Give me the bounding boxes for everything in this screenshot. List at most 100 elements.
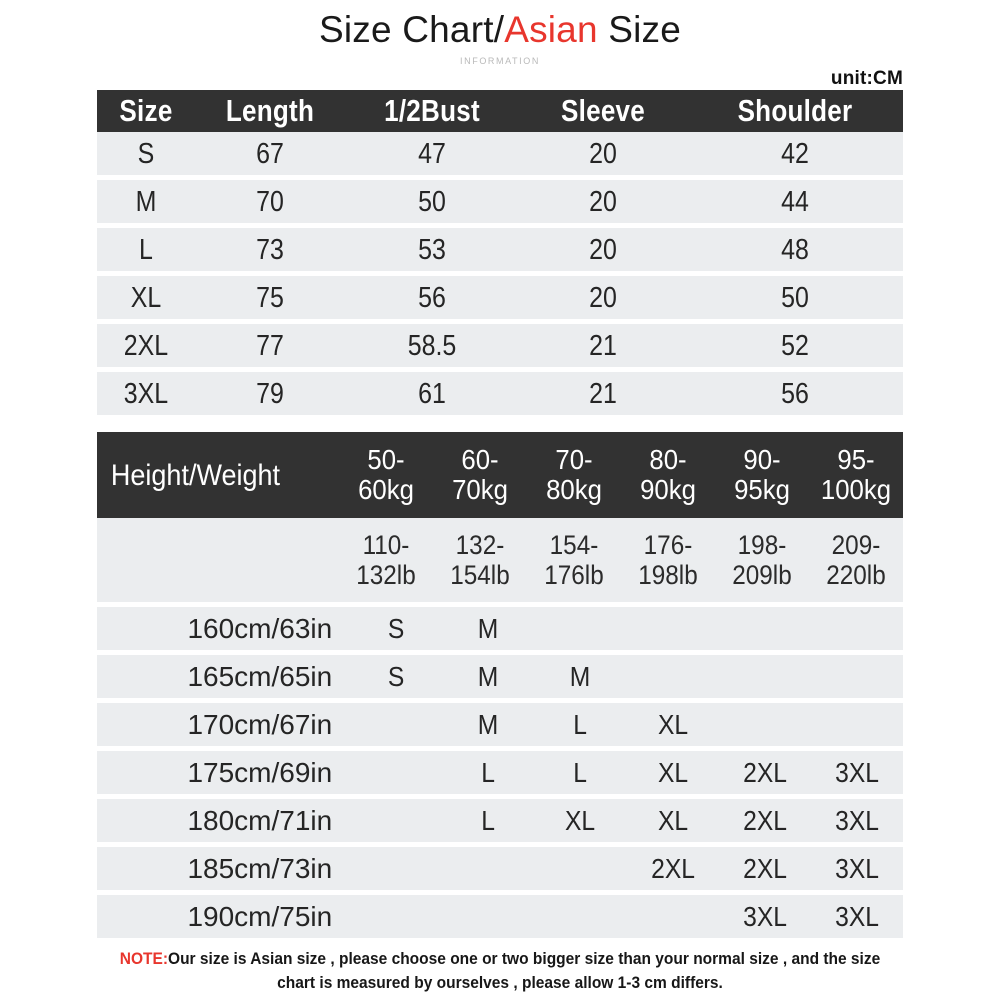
cell-recommended-size: 3XL bbox=[742, 901, 787, 932]
cell-size: S bbox=[137, 137, 155, 170]
table-row: 175cm/69in L L XL 2XL 3XL bbox=[97, 751, 903, 794]
column-header-weight-5: 90- 95kg bbox=[734, 444, 790, 505]
cell-bust: 58.5 bbox=[407, 329, 457, 362]
note-text: NOTE:Our size is Asian size , please cho… bbox=[110, 947, 890, 995]
cell-shoulder: 50 bbox=[781, 281, 809, 314]
cell-recommended-size: XL bbox=[657, 709, 688, 740]
cell-recommended-size: M bbox=[478, 709, 499, 740]
cell-recommended-size: 3XL bbox=[834, 757, 879, 788]
column-header-height-weight: Height/Weight bbox=[110, 458, 281, 492]
column-header-size: Size bbox=[119, 93, 173, 128]
column-header-weight-3: 70- 80kg bbox=[546, 444, 602, 505]
cell-sleeve: 20 bbox=[589, 137, 617, 170]
unit-label: unit:CM bbox=[830, 68, 903, 89]
cell-height: 180cm/71in bbox=[187, 805, 333, 836]
cell-recommended-size: L bbox=[573, 709, 588, 740]
column-header-bust: 1/2Bust bbox=[384, 93, 480, 128]
cell-recommended-size: XL bbox=[565, 805, 596, 836]
table-row: S 67 47 20 42 bbox=[97, 132, 903, 175]
title-text-secondary: Size bbox=[597, 9, 682, 50]
column-header-sleeve: Sleeve bbox=[560, 93, 646, 128]
cell-height: 160cm/63in bbox=[187, 613, 333, 644]
cell-height: 170cm/67in bbox=[187, 709, 333, 740]
table-row: 165cm/65in S M M bbox=[97, 655, 903, 698]
cell-shoulder: 56 bbox=[781, 377, 809, 410]
cell-sleeve: 20 bbox=[589, 281, 617, 314]
cell-shoulder: 48 bbox=[781, 233, 809, 266]
cell-length: 79 bbox=[256, 377, 284, 410]
cell-height: 165cm/65in bbox=[187, 661, 333, 692]
cell-bust: 56 bbox=[418, 281, 446, 314]
title-text-primary: Size Chart/ bbox=[318, 9, 505, 50]
note-body: Our size is Asian size , please choose o… bbox=[168, 950, 881, 992]
table-row: 170cm/67in M L XL bbox=[97, 703, 903, 746]
cell-bust: 61 bbox=[418, 377, 446, 410]
cell-recommended-size: 2XL bbox=[742, 853, 787, 884]
cell-size: 2XL bbox=[123, 329, 169, 362]
column-header-pounds-3: 154- 176lb bbox=[544, 530, 604, 590]
table-row: 185cm/73in 2XL 2XL 3XL bbox=[97, 847, 903, 890]
fit-table-pounds-row: 110- 132lb 132- 154lb 154- 176lb 176- 19… bbox=[97, 518, 903, 602]
column-header-pounds-1: 110- 132lb bbox=[356, 530, 416, 590]
cell-recommended-size: 2XL bbox=[650, 853, 695, 884]
cell-recommended-size: L bbox=[481, 757, 496, 788]
cell-recommended-size: S bbox=[388, 661, 405, 692]
column-header-pounds-5: 198- 209lb bbox=[732, 530, 792, 590]
table-row: XL 75 56 20 50 bbox=[97, 276, 903, 319]
cell-recommended-size: 3XL bbox=[834, 853, 879, 884]
cell-size: XL bbox=[130, 281, 162, 314]
column-header-shoulder: Shoulder bbox=[737, 93, 853, 128]
page-title: Size Chart/Asian Size bbox=[0, 8, 1000, 52]
cell-sleeve: 21 bbox=[589, 377, 617, 410]
cell-recommended-size: M bbox=[478, 613, 499, 644]
page-subtitle: INFORMATION bbox=[460, 56, 540, 66]
table-row: M 70 50 20 44 bbox=[97, 180, 903, 223]
cell-shoulder: 44 bbox=[781, 185, 809, 218]
cell-recommended-size: 3XL bbox=[834, 805, 879, 836]
column-header-pounds-4: 176- 198lb bbox=[638, 530, 698, 590]
table-row: 2XL 77 58.5 21 52 bbox=[97, 324, 903, 367]
fit-table-body: 160cm/63in S M 165cm/65in S M M 170cm/67in M L XL 1… bbox=[97, 607, 903, 938]
table-row: 160cm/63in S M bbox=[97, 607, 903, 650]
chart-header: Size Chart/Asian Size INFORMATION bbox=[0, 0, 1000, 66]
cell-size: 3XL bbox=[123, 377, 169, 410]
cell-recommended-size: 3XL bbox=[834, 901, 879, 932]
cell-recommended-size: L bbox=[481, 805, 496, 836]
cell-height: 175cm/69in bbox=[187, 757, 333, 788]
cell-length: 77 bbox=[256, 329, 284, 362]
cell-size: L bbox=[139, 233, 153, 266]
cell-height: 185cm/73in bbox=[187, 853, 333, 884]
height-weight-table: Height/Weight 50- 60kg 60- 70kg 70- 80kg… bbox=[97, 432, 903, 938]
note-label: NOTE: bbox=[119, 950, 169, 968]
cell-length: 67 bbox=[256, 137, 284, 170]
cell-shoulder: 42 bbox=[781, 137, 809, 170]
cell-length: 73 bbox=[256, 233, 284, 266]
cell-recommended-size: M bbox=[570, 661, 591, 692]
table-row: 180cm/71in L XL XL 2XL 3XL bbox=[97, 799, 903, 842]
cell-recommended-size: M bbox=[478, 661, 499, 692]
size-table-header-row: Size Length 1/2Bust Sleeve Shoulder bbox=[97, 90, 903, 132]
cell-length: 70 bbox=[256, 185, 284, 218]
cell-recommended-size: XL bbox=[657, 805, 688, 836]
column-header-weight-2: 60- 70kg bbox=[452, 444, 508, 505]
table-row: 3XL 79 61 21 56 bbox=[97, 372, 903, 415]
table-row: 190cm/75in 3XL 3XL bbox=[97, 895, 903, 938]
column-header-weight-6: 95- 100kg bbox=[820, 444, 892, 505]
cell-bust: 50 bbox=[418, 185, 446, 218]
cell-shoulder: 52 bbox=[781, 329, 809, 362]
column-header-weight-4: 80- 90kg bbox=[640, 444, 696, 505]
title-text-accent: Asian bbox=[504, 9, 598, 50]
cell-sleeve: 20 bbox=[589, 233, 617, 266]
cell-height: 190cm/75in bbox=[187, 901, 333, 932]
cell-bust: 47 bbox=[418, 137, 446, 170]
cell-size: M bbox=[135, 185, 157, 218]
size-measurement-table: Size Length 1/2Bust Sleeve Shoulder S 67 4… bbox=[97, 90, 903, 415]
cell-sleeve: 21 bbox=[589, 329, 617, 362]
cell-sleeve: 20 bbox=[589, 185, 617, 218]
column-header-weight-1: 50- 60kg bbox=[358, 444, 414, 505]
column-header-pounds-2: 132- 154lb bbox=[450, 530, 510, 590]
unit-row: unit:CM bbox=[97, 68, 903, 90]
cell-length: 75 bbox=[256, 281, 284, 314]
column-header-length: Length bbox=[225, 93, 315, 128]
cell-bust: 53 bbox=[418, 233, 446, 266]
